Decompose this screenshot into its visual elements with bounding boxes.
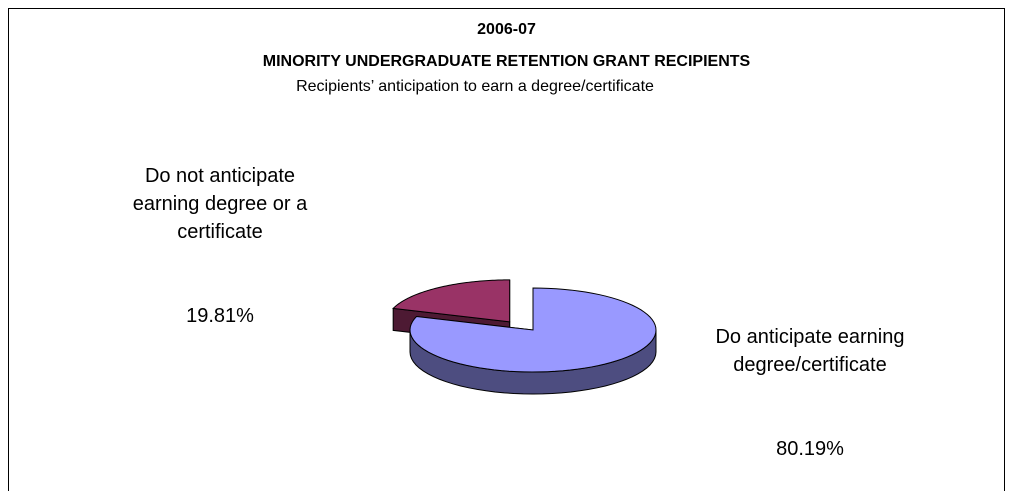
- pie-slice: [409, 287, 657, 373]
- value-label: 80.19%: [776, 438, 844, 460]
- chart-title: 2006-07: [477, 21, 536, 38]
- value-label: 19.81%: [186, 305, 254, 327]
- slice-label: Do not anticipate earning degree or a ce…: [132, 165, 308, 243]
- slice-label: Do anticipate earning degree/certificate: [715, 326, 905, 376]
- chart-border: [8, 8, 1005, 491]
- chart-subtitle: MINORITY UNDERGRADUATE RETENTION GRANT R…: [262, 53, 751, 70]
- chart-caption: Recipients’ anticipation to earn a degre…: [296, 78, 654, 95]
- pie-slice: [392, 279, 511, 323]
